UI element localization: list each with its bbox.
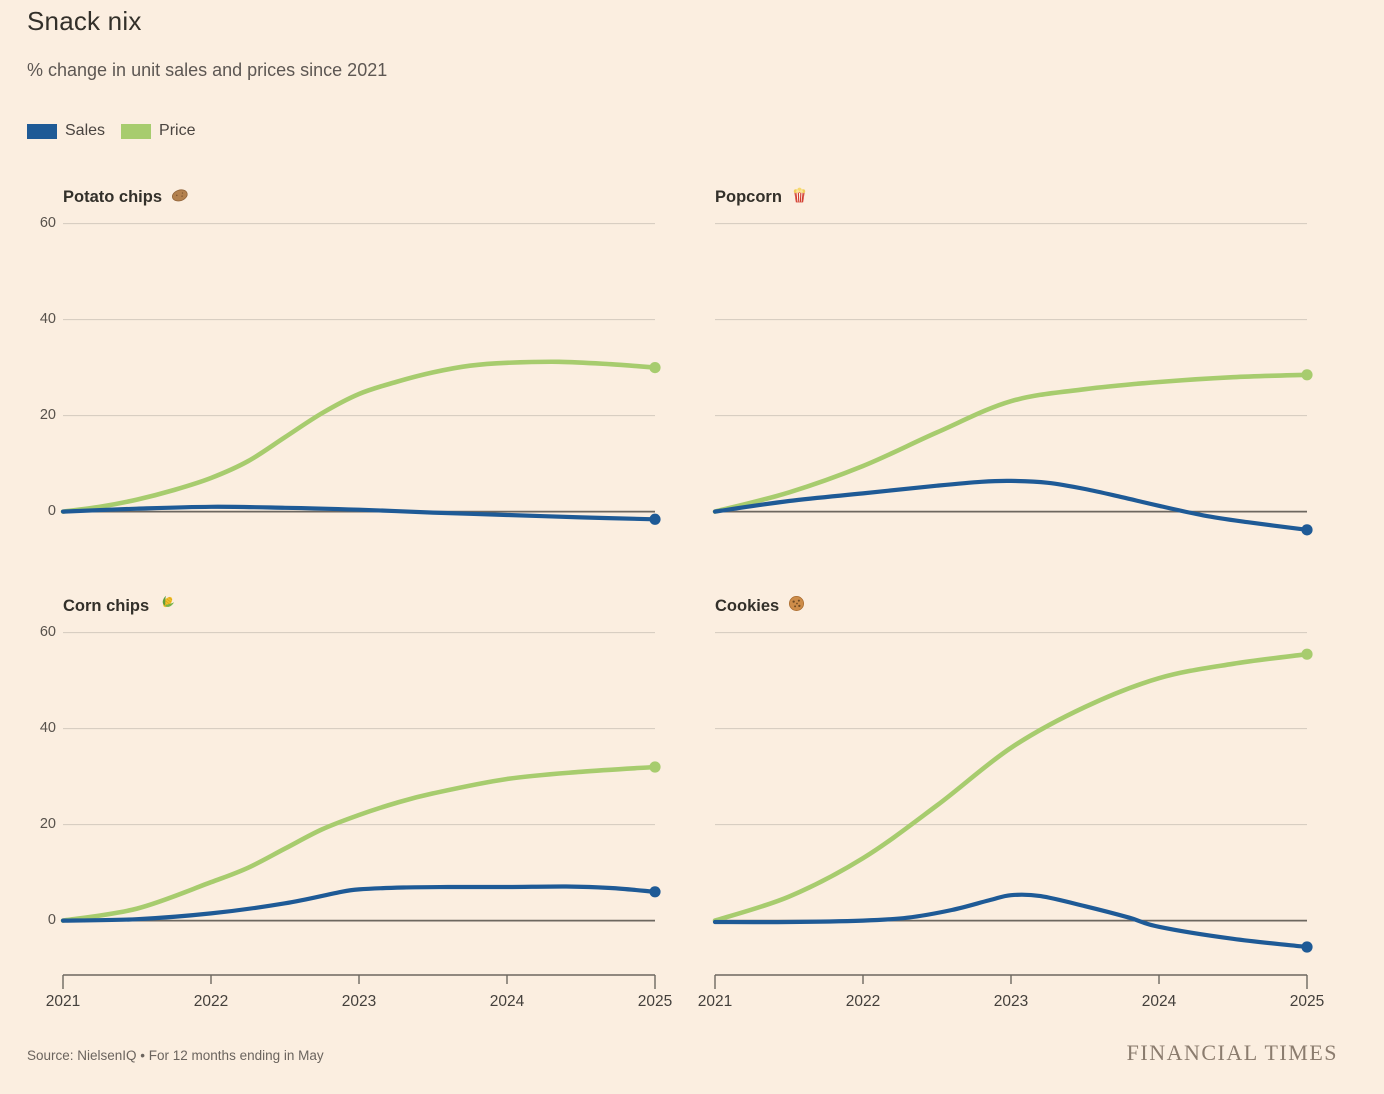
panel-title: Popcorn <box>715 186 1307 208</box>
panel-title-label: Potato chips <box>63 187 163 206</box>
x-axis-tick-label: 2024 <box>1142 993 1177 1010</box>
price-end-dot <box>649 362 661 374</box>
popcorn-emoji-icon <box>790 185 809 209</box>
panel-popcorn: Popcorn <box>712 186 1313 614</box>
sales-line <box>712 478 1310 532</box>
financial-times-logo: FINANCIAL TIMES <box>1126 1040 1338 1065</box>
cookies-plot: 2021 2022 2023 2024 2025 <box>698 632 1324 1010</box>
panel-potato-chips: Potato chips 60 40 20 0 <box>40 186 661 614</box>
x-axis-tick-label: 2024 <box>490 993 525 1010</box>
x-axis-tick-label: 2023 <box>994 993 1028 1010</box>
cookie-emoji-icon <box>787 594 806 618</box>
x-axis-tick-label: 2021 <box>46 993 80 1010</box>
price-swatch-icon <box>121 123 152 139</box>
x-axis-tick-label: 2021 <box>698 993 732 1010</box>
sales-end-dot <box>649 886 661 898</box>
y-axis-tick-label: 20 <box>39 406 56 423</box>
legend: Sales Price <box>27 122 195 140</box>
panel-corn-chips: Corn chips 2021 2022 2023 2024 2025 60 40 20 0 <box>40 595 672 1023</box>
panel-title-label: Cookies <box>715 596 780 615</box>
price-end-dot <box>649 761 661 773</box>
chart-subtitle: % change in unit sales and prices since … <box>27 60 388 80</box>
price-line <box>60 359 658 514</box>
corn-chips-plot: 2021 2022 2023 2024 2025 <box>46 632 672 1010</box>
price-end-dot <box>1301 648 1313 660</box>
sales-swatch-icon <box>27 123 57 139</box>
y-axis-tick-label: 60 <box>39 214 56 231</box>
sales-end-dot <box>649 513 661 525</box>
x-axis-tick-label: 2022 <box>846 993 880 1010</box>
legend-label: Sales <box>65 122 106 139</box>
x-axis-tick-label: 2025 <box>638 993 672 1010</box>
popcorn-plot <box>712 223 1313 536</box>
panel-title-label: Corn chips <box>63 596 150 615</box>
legend-label: Price <box>159 122 196 139</box>
price-line <box>712 651 1310 923</box>
y-axis-tick-label: 60 <box>39 623 56 640</box>
y-axis-tick-label: 40 <box>39 719 56 736</box>
legend-item-sales: Sales <box>27 122 105 140</box>
sales-end-dot <box>1301 524 1313 536</box>
x-axis-tick-label: 2022 <box>194 993 228 1010</box>
sales-line <box>712 892 1310 950</box>
x-axis-tick-label: 2023 <box>342 993 376 1010</box>
y-axis-tick-label: 0 <box>47 502 56 519</box>
panel-cookies: Cookies 2021 2022 2023 2024 2025 <box>698 595 1324 1023</box>
price-end-dot <box>1301 369 1313 381</box>
panel-title: Cookies <box>715 595 1307 617</box>
legend-item-price: Price <box>121 122 195 140</box>
panel-title: Potato chips <box>63 186 655 208</box>
source-note: Source: NielsenIQ • For 12 months ending… <box>27 1048 324 1063</box>
y-axis-tick-label: 0 <box>47 911 56 928</box>
price-line <box>712 372 1310 514</box>
panel-title: Corn chips <box>63 595 655 617</box>
y-axis-tick-label: 20 <box>39 815 56 832</box>
sales-end-dot <box>1301 941 1313 953</box>
corn-emoji-icon <box>157 594 176 618</box>
chart-title: Snack nix <box>27 6 142 36</box>
price-line <box>60 764 658 923</box>
sales-line <box>60 884 658 923</box>
panel-title-label: Popcorn <box>715 187 782 206</box>
potato-emoji-icon <box>170 185 189 209</box>
x-axis-tick-label: 2025 <box>1290 993 1324 1010</box>
y-axis-tick-label: 40 <box>39 310 56 327</box>
potato-chips-plot <box>60 223 661 525</box>
sales-line <box>60 504 658 522</box>
